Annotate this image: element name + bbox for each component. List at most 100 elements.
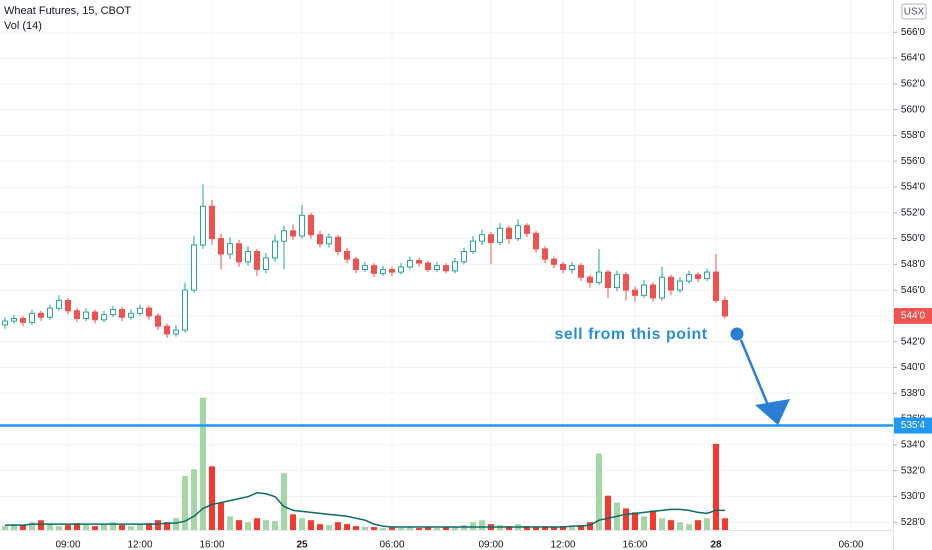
volume-bar [371, 527, 377, 530]
candle-body [515, 225, 521, 240]
y-tick-label: 548'0 [901, 259, 926, 270]
volume-bar [119, 525, 125, 530]
candle-body [254, 250, 260, 271]
candle-body [308, 214, 314, 236]
candle-body [173, 329, 179, 335]
volume-bar [110, 522, 116, 530]
volume-bar [443, 527, 449, 530]
candle-body [209, 205, 215, 240]
candle-body [470, 240, 476, 252]
volume-bar [686, 524, 692, 530]
candle-body [353, 258, 359, 271]
volume-ma-line [5, 491, 725, 528]
volume-bar [272, 521, 278, 530]
candle-body [704, 271, 710, 280]
candle-body [371, 265, 377, 274]
x-tick-label: 06:00 [379, 540, 404, 550]
candle-body [200, 205, 206, 246]
candle-body [686, 274, 692, 282]
candle-body [290, 230, 296, 237]
y-tick-label: 540'0 [901, 362, 926, 373]
candle-body [245, 250, 251, 263]
candle-body [164, 325, 170, 335]
volume-bar [605, 495, 611, 530]
currency-box[interactable] [901, 3, 927, 20]
volume-bar [191, 469, 197, 530]
candle-body [497, 227, 503, 243]
volume-bar [407, 527, 413, 530]
y-tick-label: 556'0 [901, 156, 926, 167]
volume-bar [569, 527, 575, 530]
candle-body [677, 280, 683, 291]
candle-body [92, 311, 98, 321]
volume-bar [281, 473, 287, 530]
volume-bar [713, 443, 719, 530]
volume-bar [524, 526, 530, 530]
candle-body [632, 289, 638, 296]
volume-bar [2, 526, 8, 530]
candle-body [56, 299, 62, 309]
volume-bar [128, 526, 134, 530]
annotation-arrow-head [755, 399, 790, 425]
y-tick-label: 560'0 [901, 104, 926, 115]
volume-bar [290, 514, 296, 530]
volume-bar [452, 527, 458, 530]
volume-bar [254, 518, 260, 530]
hline-label: 535'4 [901, 420, 926, 431]
volume-bar [551, 527, 557, 530]
volume-bar [263, 520, 269, 530]
candle-body [560, 263, 566, 271]
candle-body [623, 274, 629, 291]
volume-bar [695, 520, 701, 530]
candle-body [335, 236, 341, 252]
volume-bar [587, 522, 593, 530]
candle-body [587, 276, 593, 283]
volume-bar [155, 520, 161, 530]
candle-body [29, 312, 35, 323]
volume-bar [137, 524, 143, 530]
x-tick-label: 09:00 [55, 540, 80, 550]
candle-body [578, 265, 584, 278]
x-tick-label: 12:00 [550, 540, 575, 550]
volume-bar [218, 502, 224, 530]
candle-body [416, 259, 422, 264]
last-price-box [894, 307, 932, 324]
volume-bar [173, 518, 179, 530]
candle-body [668, 276, 674, 291]
volume-bar [182, 476, 188, 530]
volume-bar [380, 528, 386, 530]
x-tick-label: 12:00 [127, 540, 152, 550]
candle-body [272, 240, 278, 259]
candle-body [533, 232, 539, 250]
candle-body [74, 310, 80, 320]
volume-bar [200, 397, 206, 530]
candle-body [362, 265, 368, 271]
candle-body [425, 262, 431, 271]
volume-bar [245, 522, 251, 530]
last-price-label: 544'0 [901, 311, 926, 322]
candle-body [47, 307, 53, 318]
axes: 528'0530'0532'0534'0536'0538'0540'0542'0… [55, 27, 932, 550]
volume-bar [560, 526, 566, 530]
volume-bar [362, 527, 368, 530]
volume-bar [317, 524, 323, 530]
volume-pane [2, 397, 728, 530]
currency[interactable]: USX [904, 7, 925, 18]
candle-body [83, 311, 89, 320]
candle-body [407, 259, 413, 268]
volume-bar [344, 524, 350, 530]
y-tick-label: 538'0 [901, 388, 926, 399]
y-tick-label: 562'0 [901, 78, 926, 89]
candle-body [236, 243, 242, 263]
volume-bar [56, 526, 62, 530]
candle-body [218, 238, 224, 255]
volume-bar [74, 523, 80, 530]
candle-body [38, 312, 44, 318]
candle-body [461, 250, 467, 263]
volume-bar [479, 520, 485, 530]
candle-body [299, 214, 305, 237]
candle-body [596, 271, 602, 283]
candle-body [281, 230, 287, 242]
candles [2, 184, 728, 338]
